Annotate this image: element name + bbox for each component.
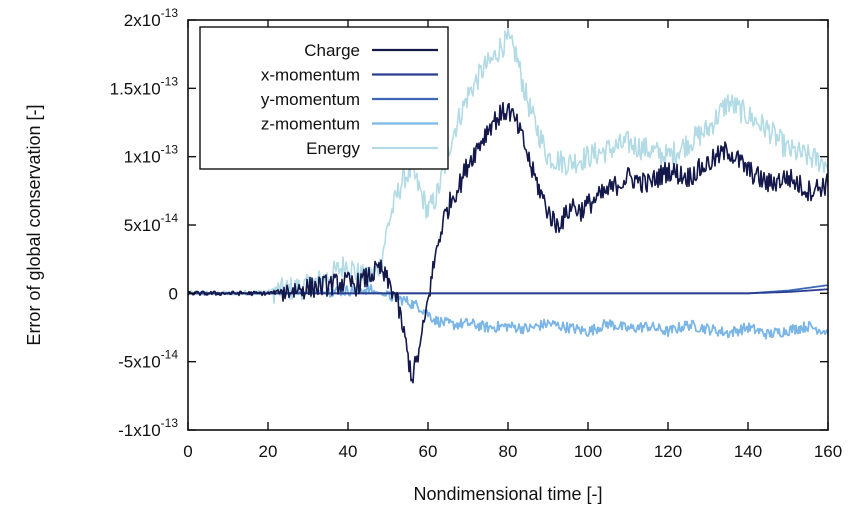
legend-label: y-momentum	[261, 90, 360, 109]
y-tick-label: 2x10-13	[124, 6, 179, 30]
y-tick-label: 1x10-13	[124, 143, 179, 167]
y-tick-label: 1.5x10-13	[110, 74, 179, 98]
legend-label: Charge	[304, 41, 360, 60]
legend: Charge x-momentum y-momentum z-momentum Ener…	[199, 26, 449, 170]
series-line-charge	[188, 101, 828, 384]
ticks-layer: 0 20 40 60 80 100 120 140 160 -1x10-13 -5x10-14 0 5x…	[110, 6, 843, 461]
x-tick-label: 60	[419, 442, 438, 461]
y-tick-label: 5x10-14	[124, 211, 179, 235]
legend-label: Energy	[306, 139, 360, 158]
x-tick-label: 160	[814, 442, 842, 461]
x-tick-label: 120	[654, 442, 682, 461]
x-tick-label: 100	[574, 442, 602, 461]
y-tick-label: -1x10-13	[118, 416, 178, 440]
x-tick-label: 40	[339, 442, 358, 461]
legend-label: z-momentum	[261, 115, 360, 134]
x-tick-label: 0	[183, 442, 192, 461]
x-tick-label: 80	[499, 442, 518, 461]
x-tick-label: 20	[259, 442, 278, 461]
y-tick-label: 0	[169, 284, 178, 303]
series-layer	[188, 27, 828, 384]
legend-label: x-momentum	[261, 66, 360, 85]
y-tick-label: -5x10-14	[118, 348, 178, 372]
x-axis-title: Nondimensional time [-]	[413, 484, 602, 504]
y-axis-title: Error of global conservation [-]	[24, 104, 44, 345]
x-tick-label: 140	[734, 442, 762, 461]
